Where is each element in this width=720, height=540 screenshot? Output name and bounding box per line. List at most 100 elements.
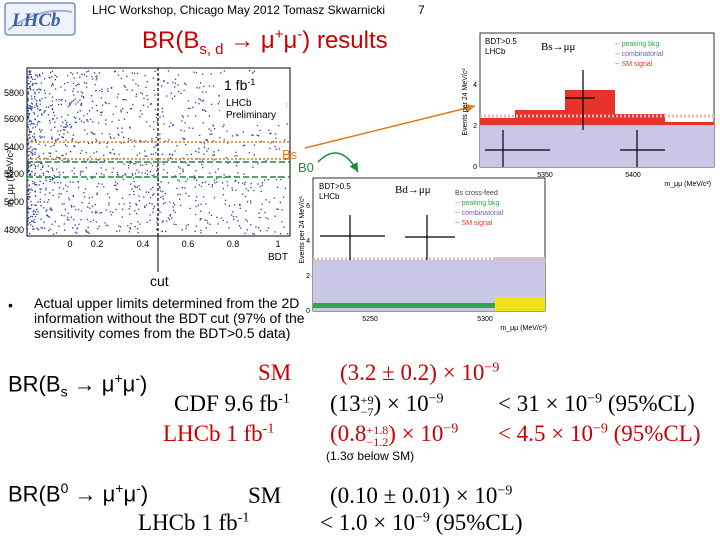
scatter-point <box>137 208 140 210</box>
scatter-point <box>181 187 183 189</box>
scatter-point <box>259 185 261 188</box>
scatter-point <box>64 229 66 231</box>
scatter-point <box>96 193 98 195</box>
scatter-point <box>34 183 36 186</box>
scatter-point <box>116 172 118 174</box>
scatter-point <box>133 180 135 183</box>
scatter-point <box>44 78 46 80</box>
scatter-point <box>100 97 102 99</box>
scatter-point <box>29 165 31 167</box>
scatter-point <box>72 194 74 197</box>
scatter-point <box>112 158 114 160</box>
scatter-point <box>29 131 31 134</box>
hist-bd-ytick: 4 <box>306 238 310 245</box>
scatter-point <box>152 153 154 155</box>
scatter-point <box>167 159 169 161</box>
scatter-point <box>51 138 53 140</box>
scatter-point <box>106 146 108 148</box>
scatter-point <box>153 128 155 131</box>
scatter-point <box>38 184 40 186</box>
scatter-point <box>33 221 35 223</box>
scatter-point <box>40 82 42 84</box>
scatter-point <box>28 117 30 119</box>
scatter-point <box>79 99 81 101</box>
scatter-point <box>195 71 198 74</box>
scatter-point <box>248 152 250 154</box>
scatter-point <box>32 135 34 137</box>
scatter-point <box>135 186 137 188</box>
scatter-point <box>39 188 41 190</box>
scatter-point <box>111 171 113 173</box>
scatter-point <box>29 124 31 126</box>
scatter-point <box>201 109 203 111</box>
scatter-point <box>107 193 109 195</box>
scatter-point <box>265 199 267 201</box>
scatter-point <box>28 217 30 219</box>
scatter-point <box>64 208 66 211</box>
scatter-point <box>85 229 87 231</box>
scatter-point <box>171 217 173 219</box>
scatter-point <box>194 186 196 188</box>
bs-cdf-label: CDF 9.6 fb-1 <box>174 391 290 416</box>
scatter-point <box>41 163 43 165</box>
scatter-ytick: 5600 <box>4 114 24 124</box>
scatter-point <box>136 154 138 156</box>
scatter-point <box>28 185 30 187</box>
scatter-point <box>27 162 29 165</box>
hist-bs-xtick: 5350 <box>537 172 553 179</box>
scatter-point <box>34 172 36 175</box>
scatter-point <box>195 225 197 227</box>
scatter-point <box>60 86 62 88</box>
scatter-point <box>219 109 221 112</box>
scatter-point <box>91 211 93 213</box>
scatter-point <box>37 76 39 78</box>
hist-bd-bkg-step <box>495 257 545 260</box>
scatter-point <box>38 155 40 157</box>
scatter-point <box>30 220 33 222</box>
scatter-point <box>66 121 68 123</box>
scatter-point <box>98 72 101 74</box>
scatter-point <box>28 107 30 109</box>
scatter-point <box>39 75 41 77</box>
scatter-point <box>115 184 117 186</box>
scatter-point <box>270 142 272 144</box>
scatter-point <box>203 143 206 145</box>
scatter-point <box>54 126 56 128</box>
scatter-point <box>100 167 102 169</box>
scatter-point <box>58 193 60 195</box>
hist-bs-xtick: 5400 <box>625 172 641 179</box>
scatter-point <box>56 76 58 78</box>
scatter-point <box>88 161 91 163</box>
scatter-point <box>155 152 157 154</box>
scatter-point <box>159 190 162 192</box>
scatter-point <box>219 101 221 103</box>
scatter-point <box>156 114 158 116</box>
scatter-point <box>123 98 125 101</box>
scatter-point <box>84 188 87 190</box>
scatter-point <box>214 171 217 173</box>
scatter-point <box>135 93 138 95</box>
scatter-point <box>123 85 125 87</box>
scatter-point <box>107 88 109 90</box>
scatter-point <box>80 91 82 93</box>
scatter-point <box>47 216 49 218</box>
scatter-point <box>286 123 288 125</box>
scatter-point <box>137 227 139 230</box>
scatter-point <box>51 100 54 102</box>
scatter-point <box>35 204 37 207</box>
scatter-point <box>199 87 201 89</box>
scatter-point <box>28 113 30 115</box>
scatter-point <box>95 90 97 92</box>
scatter-point <box>43 221 45 223</box>
scatter-point <box>116 230 118 232</box>
scatter-point <box>237 182 240 184</box>
scatter-point <box>89 156 92 158</box>
scatter-point <box>40 188 42 190</box>
scatter-point <box>277 208 279 210</box>
scatter-point <box>34 148 36 150</box>
scatter-point <box>27 116 29 118</box>
scatter-point <box>27 100 29 102</box>
scatter-point <box>63 83 66 85</box>
scatter-point <box>154 70 156 72</box>
scatter-point <box>29 80 32 83</box>
